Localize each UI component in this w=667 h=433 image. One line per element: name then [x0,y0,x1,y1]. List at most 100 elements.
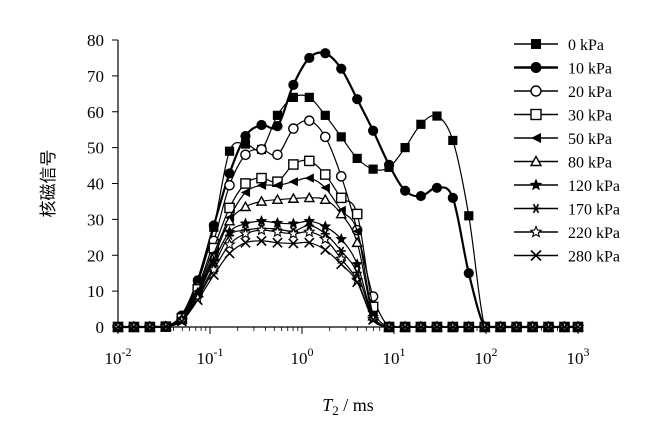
data-point [530,249,542,262]
data-point [224,146,235,156]
data-point [447,192,458,203]
data-point [256,235,267,247]
cross-stroke [192,294,203,306]
data-point [529,155,543,167]
data-point [303,155,315,167]
legend-item: 10 kPa [514,61,612,78]
data-point [256,119,267,131]
legend-item: 120 kPa [514,178,620,195]
data-point [319,232,332,245]
data-point [287,227,300,240]
y-axis-title: 核磁信号 [39,150,59,218]
legend: 0 kPa 10 kPa 20 kPa 30 kPa 50 kPa 80 kPa 120 k… [514,37,620,266]
x-tick-exponent: 0 [308,345,314,359]
legend-item: 170 kPa [514,202,620,219]
cross-stroke [112,321,124,333]
y-tick-label: 50 [87,139,104,158]
data-point [256,144,267,155]
data-point [320,183,330,193]
data-point [335,232,348,245]
data-point [223,215,236,226]
data-point [272,237,283,248]
data-point [288,79,299,90]
data-point [319,131,331,143]
series-line [118,94,578,328]
legend-label: 120 kPa [568,178,620,195]
y-ticks: 0 10 20 30 40 50 60 70 80 [87,31,118,337]
data-point [335,252,348,265]
series-80-kpa [112,191,584,332]
data-point [208,269,219,281]
y-tick-label: 80 [87,31,104,50]
y-tick-label: 30 [87,210,104,229]
cross-stroke [208,269,219,281]
x-axis-title-unit: / ms [339,395,374,415]
x-tick-label: 100 [291,345,314,368]
data-point [383,321,395,333]
cross-stroke [336,259,347,270]
cross-stroke [559,321,570,333]
asterisk-stroke [226,231,233,240]
data-point [335,192,347,204]
legend-label: 170 kPa [568,202,620,219]
data-point [527,321,538,333]
data-point [367,314,379,325]
cross-stroke [511,321,522,333]
cross-stroke [383,321,395,333]
data-point [368,125,379,136]
x-tick-label: 10-1 [197,345,224,368]
asterisk-stroke [354,268,361,277]
data-point [530,108,542,121]
data-point [368,164,378,174]
y-tick-label: 0 [96,318,105,337]
data-point [319,220,332,232]
data-point [432,111,442,121]
data-point [448,135,458,146]
x-tick-exponent: -2 [122,345,132,359]
legend-label: 30 kPa [568,108,612,125]
data-point [319,193,332,205]
series-280-kpa [112,235,584,333]
cross-stroke [463,321,474,333]
x-tick-exponent: -1 [214,345,224,359]
data-point [352,268,362,277]
data-point [240,187,251,198]
y-tick-label: 10 [87,282,104,301]
data-point [288,92,298,102]
cross-stroke [304,237,315,248]
cross-stroke [128,321,140,333]
x-tick-base: 10 [475,349,492,368]
data-point [415,190,426,202]
x-tick-base: 10 [291,349,308,368]
cross-stroke [256,235,267,247]
cross-stroke [144,321,156,333]
series-0-kpa [113,92,583,332]
data-point [287,217,300,229]
cross-stroke [176,316,187,327]
data-point [239,227,252,240]
legend-label: 220 kPa [568,225,620,242]
data-point [271,216,284,228]
data-point [240,178,251,189]
cross-stroke [240,237,251,248]
x-tick-base: 10 [197,349,214,368]
data-point [463,321,474,333]
data-point [224,231,235,240]
y-tick-label: 70 [87,67,104,86]
x-tick-base: 10 [383,349,400,368]
legend-item: 50 kPa [514,131,612,148]
legend-label: 280 kPa [568,249,620,266]
data-point [128,321,140,333]
cross-stroke [447,321,458,333]
data-point [572,321,584,333]
x-axis-title-subscript: 2 [332,403,339,418]
legend-label: 10 kPa [568,61,612,78]
data-point [208,220,219,231]
data-point [255,223,268,236]
data-point [320,244,331,256]
data-point [530,62,542,73]
asterisk-stroke [338,246,345,256]
cross-stroke [224,248,235,259]
x-tick-base: 10 [105,349,122,368]
